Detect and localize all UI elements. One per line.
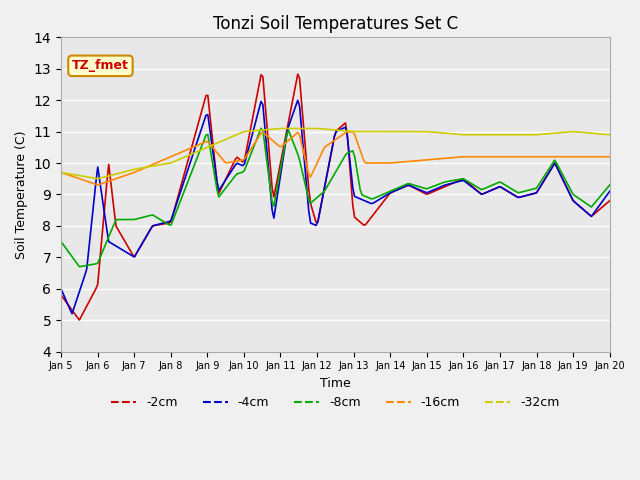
Y-axis label: Soil Temperature (C): Soil Temperature (C) xyxy=(15,130,28,259)
X-axis label: Time: Time xyxy=(320,377,351,390)
Text: TZ_fmet: TZ_fmet xyxy=(72,60,129,72)
Title: Tonzi Soil Temperatures Set C: Tonzi Soil Temperatures Set C xyxy=(212,15,458,33)
Legend: -2cm, -4cm, -8cm, -16cm, -32cm: -2cm, -4cm, -8cm, -16cm, -32cm xyxy=(106,391,564,414)
